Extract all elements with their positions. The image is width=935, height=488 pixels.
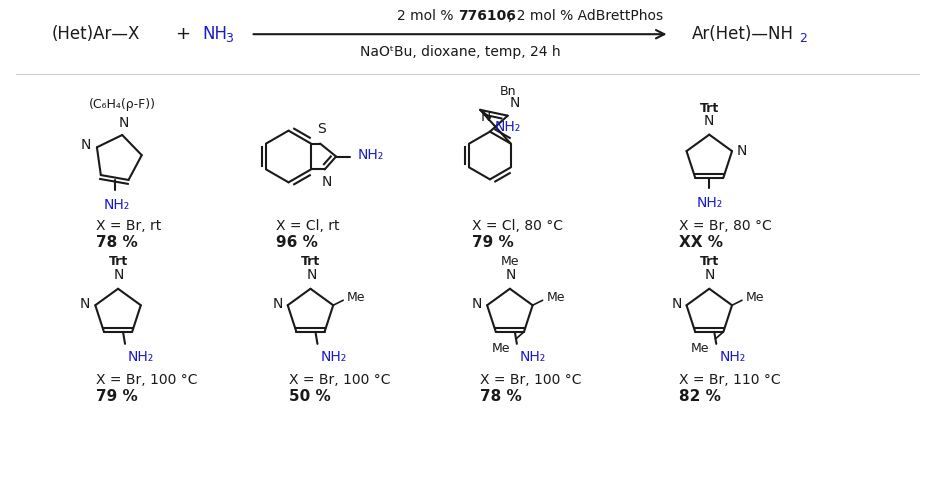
Text: , 2 mol % AdBrettPhos: , 2 mol % AdBrettPhos xyxy=(508,9,663,23)
Text: 776106: 776106 xyxy=(458,9,516,23)
Text: NH₂: NH₂ xyxy=(495,120,521,134)
Text: N: N xyxy=(80,138,91,152)
Text: X = Br, 100 °C: X = Br, 100 °C xyxy=(289,373,390,387)
Text: X = Br, 100 °C: X = Br, 100 °C xyxy=(96,373,197,387)
Text: NH₂: NH₂ xyxy=(104,198,130,212)
Text: XX %: XX % xyxy=(680,235,724,249)
Text: +: + xyxy=(176,25,191,43)
Text: N: N xyxy=(704,114,714,128)
Text: Trt: Trt xyxy=(108,255,128,268)
Text: N: N xyxy=(737,144,747,158)
Text: (C₆H₄(ρ-F)): (C₆H₄(ρ-F)) xyxy=(89,98,156,111)
Text: Trt: Trt xyxy=(699,255,719,268)
Text: NH₂: NH₂ xyxy=(697,196,723,210)
Text: Me: Me xyxy=(500,255,519,268)
Text: 79 %: 79 % xyxy=(472,235,513,249)
Text: Ar(Het)—NH: Ar(Het)—NH xyxy=(692,25,795,43)
Text: 82 %: 82 % xyxy=(680,388,721,404)
Text: N: N xyxy=(307,268,317,282)
Text: N: N xyxy=(272,297,282,311)
Text: Me: Me xyxy=(492,342,510,355)
Text: Me: Me xyxy=(347,291,366,304)
Text: 78 %: 78 % xyxy=(96,235,137,249)
Text: N: N xyxy=(119,116,129,130)
Text: 78 %: 78 % xyxy=(480,388,522,404)
Text: NH₂: NH₂ xyxy=(128,350,154,364)
Text: N: N xyxy=(506,268,516,282)
Text: N: N xyxy=(705,268,715,282)
Text: Me: Me xyxy=(547,291,565,304)
Text: Trt: Trt xyxy=(699,102,719,115)
Text: 79 %: 79 % xyxy=(96,388,137,404)
Text: NH₂: NH₂ xyxy=(520,350,546,364)
Text: X = Br, 110 °C: X = Br, 110 °C xyxy=(680,373,781,387)
Text: 3: 3 xyxy=(224,32,233,45)
Text: NH₂: NH₂ xyxy=(358,147,384,162)
Text: N: N xyxy=(79,297,91,311)
Text: X = Br, 80 °C: X = Br, 80 °C xyxy=(680,219,772,233)
Text: 2 mol %: 2 mol % xyxy=(397,9,458,23)
Text: X = Br, 100 °C: X = Br, 100 °C xyxy=(480,373,582,387)
Text: N: N xyxy=(114,268,124,282)
Text: NH: NH xyxy=(203,25,228,43)
Text: 96 %: 96 % xyxy=(276,235,318,249)
Text: NaOᵗBu, dioxane, temp, 24 h: NaOᵗBu, dioxane, temp, 24 h xyxy=(360,45,560,59)
Text: NH₂: NH₂ xyxy=(321,350,347,364)
Text: Me: Me xyxy=(691,342,710,355)
Text: X = Cl, 80 °C: X = Cl, 80 °C xyxy=(472,219,563,233)
Text: 2: 2 xyxy=(799,32,807,45)
Text: Trt: Trt xyxy=(301,255,320,268)
Text: 50 %: 50 % xyxy=(289,388,330,404)
Text: NH₂: NH₂ xyxy=(719,350,745,364)
Text: X = Cl, rt: X = Cl, rt xyxy=(276,219,339,233)
Text: N: N xyxy=(671,297,682,311)
Text: S: S xyxy=(317,122,325,136)
Text: Bn: Bn xyxy=(499,85,516,98)
Text: Me: Me xyxy=(746,291,765,304)
Text: N: N xyxy=(510,96,520,110)
Text: X = Br, rt: X = Br, rt xyxy=(96,219,162,233)
Text: (Het)Ar—X: (Het)Ar—X xyxy=(52,25,140,43)
Text: N: N xyxy=(472,297,482,311)
Text: N: N xyxy=(322,175,332,189)
Text: N: N xyxy=(481,110,491,123)
